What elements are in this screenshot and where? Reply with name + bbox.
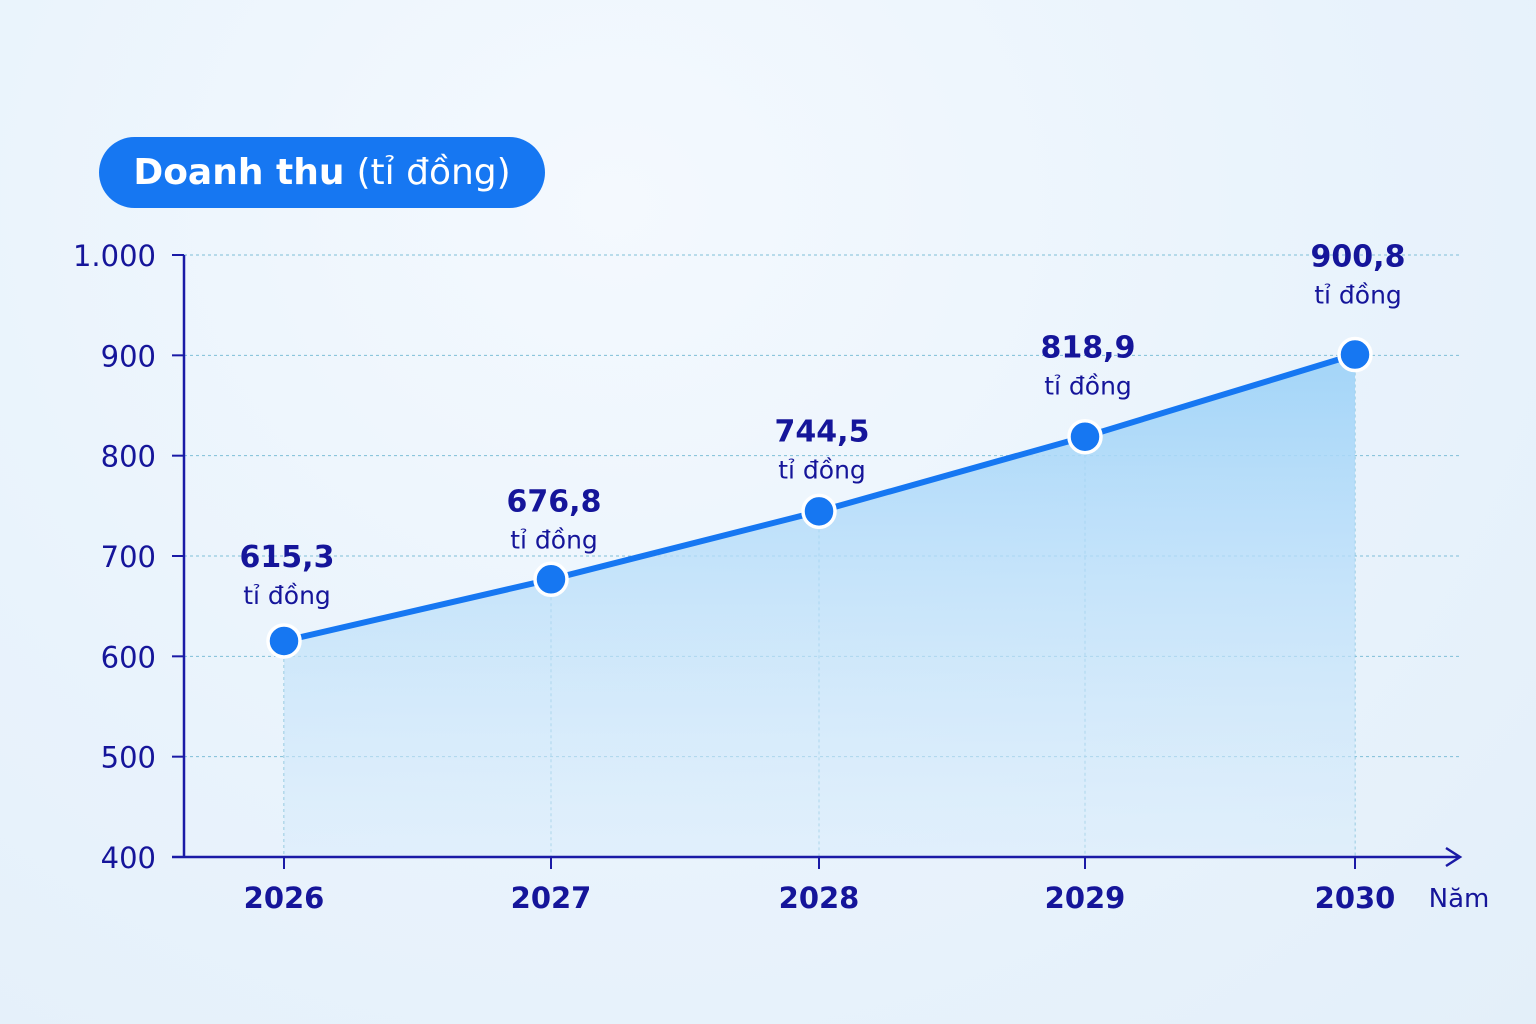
data-label-unit-2026: tỉ đồng [243,581,331,610]
data-label-unit-2028: tỉ đồng [778,455,866,484]
data-point-2027 [533,561,569,598]
data-label-value-2026: 615,3 [240,540,335,575]
data-label-value-2030: 900,8 [1311,240,1406,275]
x-tick-label-2029: 2029 [1045,881,1126,915]
data-point-2029 [1067,418,1103,455]
x-axis-unit-label: Năm [1429,884,1490,914]
y-tick-label-900: 900 [101,339,156,373]
data-point-2026 [266,623,302,659]
chart-title-unit: (tỉ đồng) [356,152,511,193]
data-label-value-2029: 818,9 [1041,331,1136,366]
y-tick-label-500: 500 [101,741,156,775]
data-label-unit-2027: tỉ đồng [510,525,598,554]
area-fill [284,354,1355,857]
chart-title-main: Doanh thu [133,152,345,193]
data-point-2028 [801,493,837,530]
data-label-value-2027: 676,8 [507,484,602,519]
x-tick-label-2026: 2026 [244,881,325,915]
data-label-unit-2030: tỉ đồng [1314,281,1402,310]
area-shape [284,354,1355,857]
x-axis-arrow [1445,846,1463,868]
y-tick-label-700: 700 [101,540,156,574]
tick-labels: 400 500 600 700 800 900 1.000 2026 2027 2028 2029 2… [73,239,1489,915]
data-label-unit-2029: tỉ đồng [1044,372,1132,401]
data-labels: 615,3 tỉ đồng 676,8 tỉ đồng 744,5 tỉ đồng 818,… [240,240,1406,610]
x-tick-label-2030: 2030 [1315,881,1396,915]
data-points [266,336,1373,659]
y-tick-label-800: 800 [101,440,156,474]
chart-title: Doanh thu (tỉ đồng) [99,137,545,208]
x-tick-label-2028: 2028 [779,881,860,915]
axes [172,254,1463,869]
y-tick-label-1000: 1.000 [73,239,156,273]
data-label-value-2028: 744,5 [775,414,870,449]
y-tick-label-600: 600 [101,640,156,674]
x-tick-label-2027: 2027 [511,881,592,915]
y-tick-label-400: 400 [101,841,156,875]
data-point-2030 [1337,336,1373,373]
